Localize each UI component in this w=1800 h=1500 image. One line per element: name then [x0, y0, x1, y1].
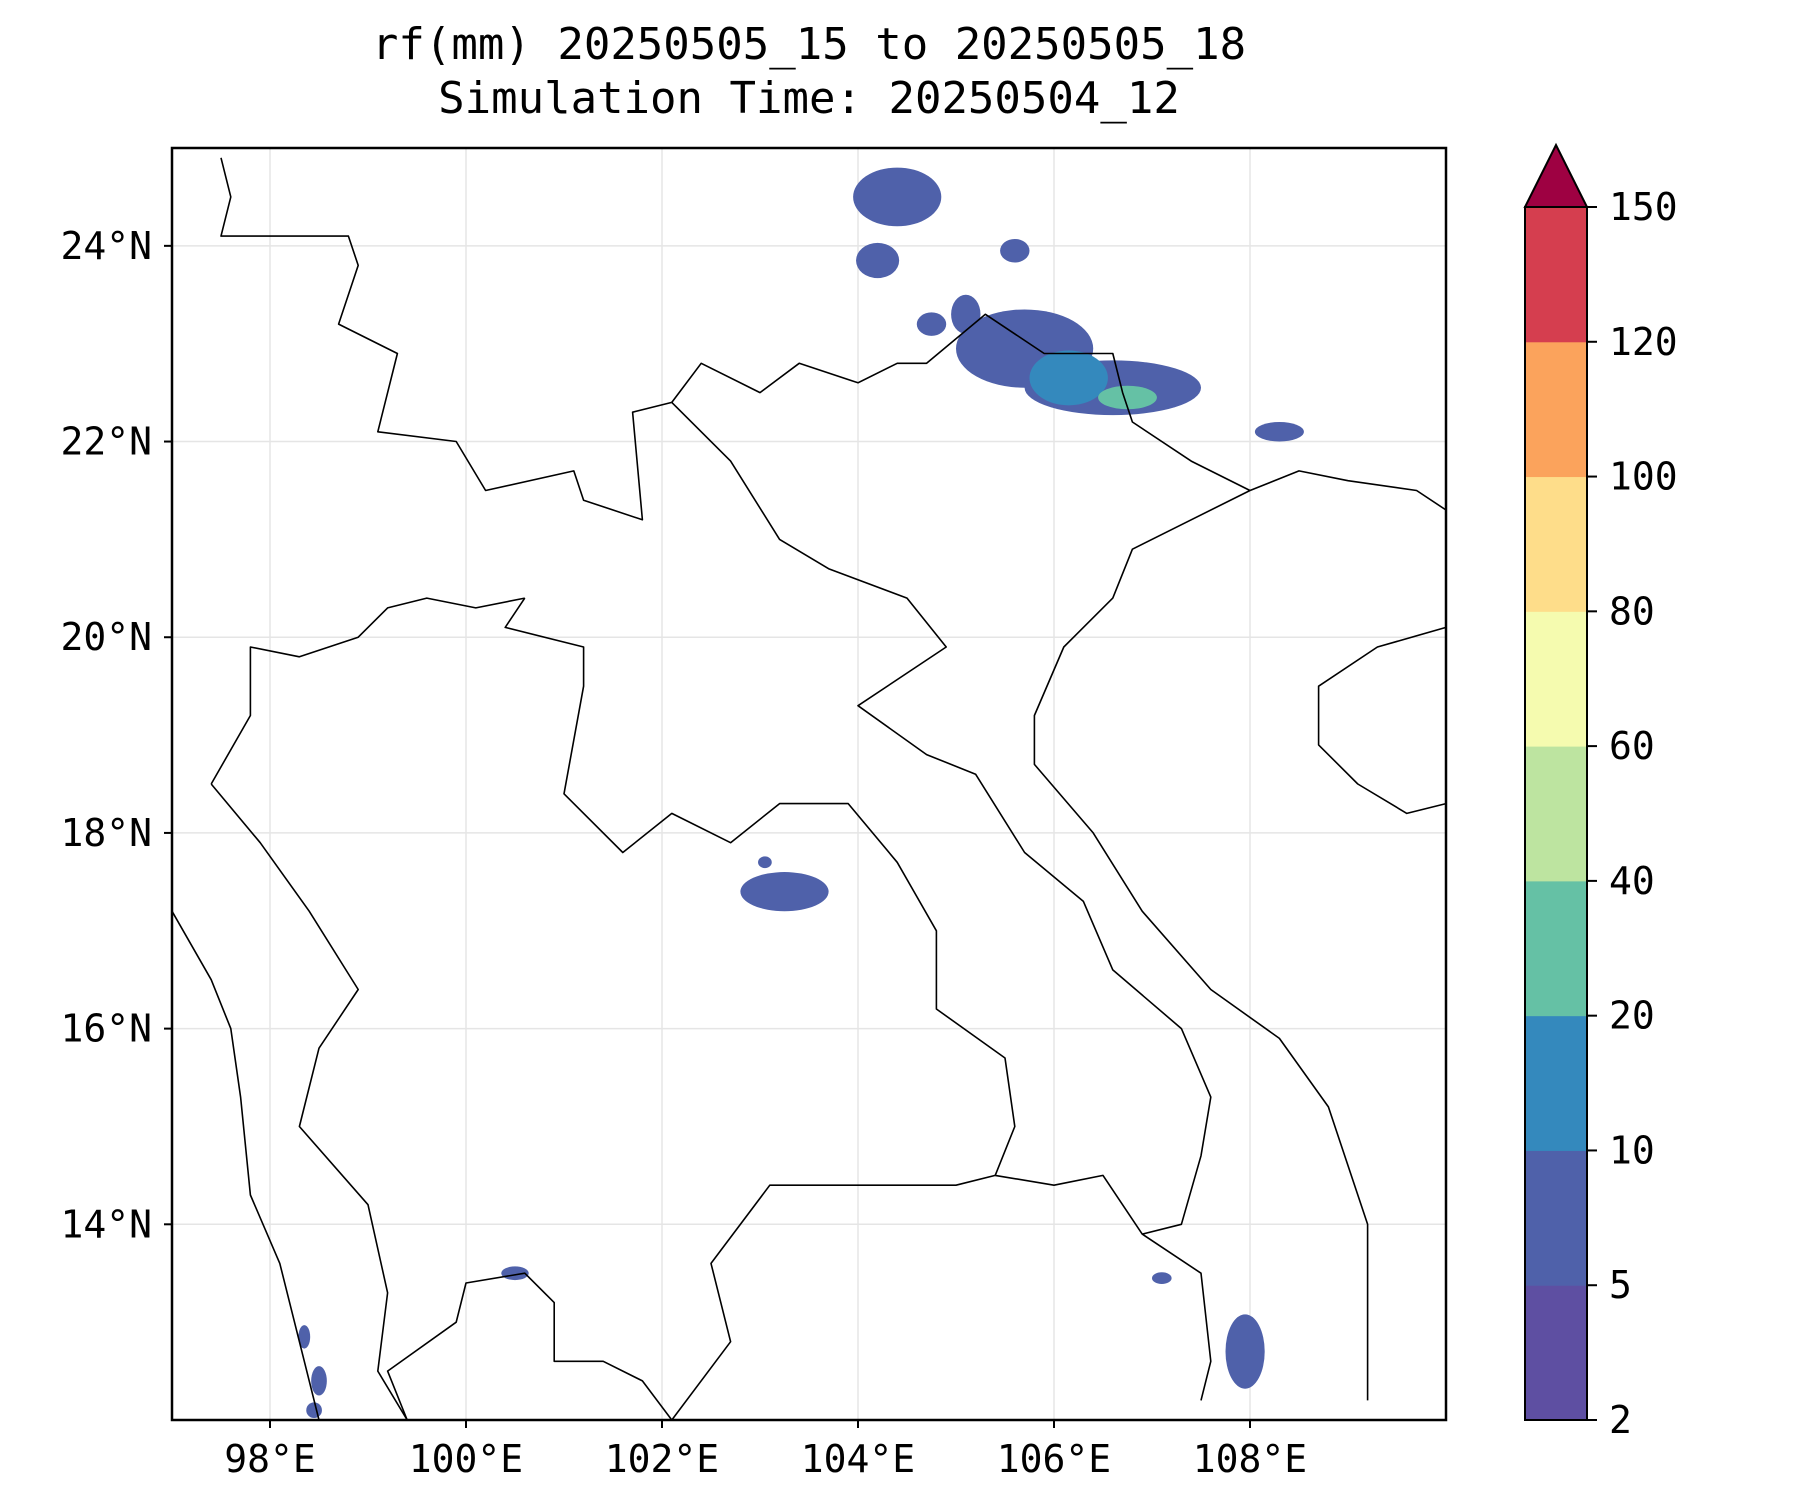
colorbar-segment — [1525, 1015, 1587, 1151]
rain-cell — [311, 1366, 327, 1396]
rain-cell — [1225, 1314, 1265, 1389]
colorbar-tick-label: 150 — [1609, 185, 1678, 229]
lat-tick-label: 24°N — [60, 224, 152, 268]
rainfall-contours — [298, 167, 1304, 1419]
lat-tick-label: 20°N — [60, 615, 152, 659]
title-line-1: rf(mm) 20250505_15 to 20250505_18 — [371, 19, 1247, 70]
border-line — [1033, 489, 1369, 1401]
border-line — [220, 157, 672, 521]
rain-cell — [1098, 385, 1157, 410]
border-line — [504, 597, 1016, 1176]
map-frame — [170, 146, 1448, 1422]
border-line — [171, 910, 320, 1421]
rain-cell — [1254, 421, 1304, 442]
colorbar-segment — [1525, 341, 1587, 478]
gridlines — [172, 148, 1446, 1420]
lon-tick-label: 102°E — [605, 1437, 719, 1481]
rain-cell — [916, 312, 947, 336]
lat-tick-label: 18°N — [60, 811, 152, 855]
rain-cell — [1000, 238, 1030, 263]
lon-tick-label: 100°E — [409, 1437, 523, 1481]
lon-tick-label: 108°E — [1193, 1437, 1307, 1481]
colorbar: 2 5 10 20 40 60 80 100 120 150 — [1523, 142, 1678, 1442]
border-line — [210, 597, 525, 785]
rain-cell — [758, 856, 772, 869]
rain-cell — [1152, 1272, 1172, 1284]
colorbar-tick-label: 120 — [1609, 320, 1678, 364]
title-line-2: Simulation Time: 20250504_12 — [438, 73, 1180, 124]
border-line — [1317, 626, 1447, 815]
colorbar-outline — [1524, 206, 1588, 1421]
lon-tick-label: 98°E — [224, 1437, 316, 1481]
colorbar-segment — [1525, 1150, 1587, 1286]
colorbar-tick-label: 5 — [1609, 1263, 1632, 1307]
rain-cell — [306, 1402, 322, 1419]
border-line — [210, 783, 408, 1421]
colorbar-segment — [1525, 880, 1587, 1017]
colorbar-tick-label: 60 — [1609, 724, 1655, 768]
border-line — [671, 401, 1212, 1235]
border-line — [1249, 470, 1447, 511]
colorbar-segment — [1525, 476, 1587, 612]
colorbar-segment — [1525, 1285, 1587, 1421]
rain-cell — [298, 1325, 311, 1349]
colorbar-segment — [1525, 207, 1587, 343]
colorbar-tick-label: 20 — [1609, 994, 1655, 1038]
lon-tick-label: 106°E — [997, 1437, 1111, 1481]
border-line — [995, 1174, 1212, 1401]
colorbar-segment — [1525, 611, 1587, 747]
lat-tick-label: 16°N — [60, 1007, 152, 1051]
colorbar-tick-label: 80 — [1609, 589, 1655, 633]
colorbar-tick-label: 100 — [1609, 455, 1678, 499]
map-title: rf(mm) 20250505_15 to 20250505_18 Simula… — [172, 18, 1446, 126]
colorbar-tick-label: 40 — [1609, 859, 1655, 903]
rain-cell — [856, 242, 900, 279]
border-line — [386, 1272, 673, 1421]
longitude-ticks: 98°E 100°E 102°E 104°E 106°E 108°E — [224, 1420, 1307, 1481]
country-borders — [171, 157, 1447, 1421]
border-line — [671, 313, 1251, 492]
colorbar-tick-label: 2 — [1609, 1398, 1632, 1442]
lon-tick-label: 104°E — [801, 1437, 915, 1481]
rain-cell — [1029, 350, 1108, 406]
lat-tick-label: 14°N — [60, 1202, 152, 1246]
border-line — [671, 1174, 996, 1421]
colorbar-extend-arrow — [1523, 142, 1589, 208]
colorbar-segment — [1525, 746, 1587, 882]
lat-tick-label: 22°N — [60, 420, 152, 464]
rain-cell — [853, 167, 942, 227]
latitude-ticks: 14°N 16°N 18°N 20°N 22°N 24°N — [60, 224, 172, 1246]
rain-cell — [740, 872, 829, 912]
colorbar-tick-label: 10 — [1609, 1128, 1655, 1172]
